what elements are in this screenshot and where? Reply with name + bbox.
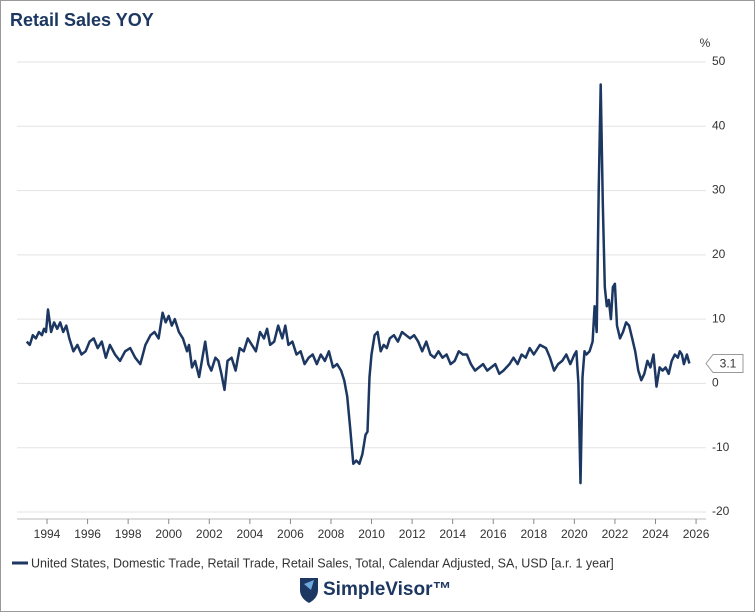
x-tick-label: 2018 [520, 527, 547, 541]
y-unit: % [700, 36, 711, 50]
x-tick-label: 2000 [155, 527, 182, 541]
x-tick-label: 2004 [236, 527, 263, 541]
x-tick-label: 2012 [399, 527, 426, 541]
y-tick-label: 20 [712, 247, 726, 261]
x-tick-label: 2002 [196, 527, 223, 541]
x-tick-label: 2014 [439, 527, 466, 541]
x-tick-label: 2008 [318, 527, 345, 541]
y-tick-label: -10 [712, 440, 730, 454]
x-tick-label: 2026 [683, 527, 710, 541]
x-tick-label: 2016 [480, 527, 507, 541]
legend-label: United States, Domestic Trade, Retail Tr… [31, 556, 614, 570]
x-tick-label: 1996 [74, 527, 101, 541]
last-value-label: 3.1 [720, 357, 737, 371]
x-tick-label: 2024 [642, 527, 669, 541]
brand: SimpleVisor™ [323, 579, 451, 600]
y-tick-label: -20 [712, 504, 730, 518]
data-line [25, 83, 691, 485]
y-tick-label: 50 [712, 54, 726, 68]
last-value-box [705, 354, 744, 373]
x-tick-label: 2020 [561, 527, 588, 541]
x-tick-label: 2010 [358, 527, 385, 541]
brand-logo: SimpleVisor™ [300, 578, 451, 603]
y-tick-label: 0 [712, 376, 719, 390]
y-tick-label: 10 [712, 311, 726, 325]
chart-title: Retail Sales YOY [10, 10, 154, 30]
x-tick-label: 2006 [277, 527, 304, 541]
y-tick-label: 40 [712, 118, 726, 132]
y-tick-label: 30 [712, 183, 726, 197]
x-tick-label: 2022 [602, 527, 629, 541]
x-tick-label: 1998 [115, 527, 142, 541]
x-tick-label: 1994 [34, 527, 61, 541]
